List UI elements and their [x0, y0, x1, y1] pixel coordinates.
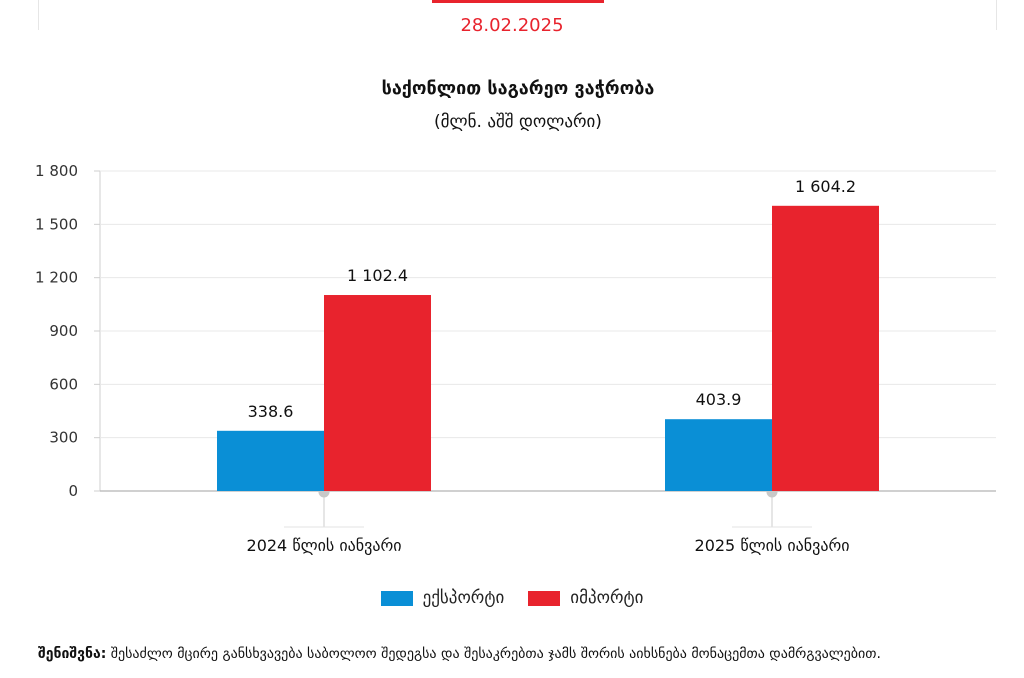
legend-swatch-export [380, 590, 413, 606]
bars [217, 205, 879, 491]
legend-label-import: იმპორტი [570, 588, 644, 608]
data-label: 338.6 [248, 402, 294, 421]
category-label: 2025 წლის იანვარი [695, 536, 850, 555]
footnote-label: შენიშვნა: [38, 646, 107, 662]
y-tick-label: 900 [49, 322, 78, 340]
chart-title: საქონლით საგარეო ვაჭრობა [381, 78, 655, 99]
category-label: 2024 წლის იანვარი [247, 536, 402, 555]
y-tick-label: 1 500 [35, 215, 78, 233]
bar-chart: 0 300 600 900 1 200 1 500 1 800 338.6 1 102.4 40… [35, 162, 996, 555]
y-tick-label: 1 200 [35, 269, 78, 287]
bar [772, 205, 879, 491]
y-tick-label: 1 800 [35, 162, 78, 180]
bar [324, 295, 431, 491]
chart-subtitle: (მლნ. აშშ დოლარი) [434, 112, 602, 132]
category-labels: 2024 წლის იანვარი 2025 წლის იანვარი [247, 536, 850, 555]
y-tick-label: 0 [68, 482, 78, 500]
legend-label-export: ექსპორტი [422, 588, 505, 608]
legend: ექსპორტი იმპორტი [0, 588, 1024, 608]
publication-date: 28.02.2025 [460, 15, 564, 36]
footnote: შენიშვნა: შესაძლო მცირე განსხვავება საბო… [38, 646, 998, 662]
top-right-rule [996, 0, 997, 30]
data-label: 1 604.2 [795, 177, 856, 196]
legend-item-export[interactable]: ექსპორტი [380, 588, 505, 608]
bar [665, 419, 772, 491]
bar [217, 430, 324, 491]
legend-item-import[interactable]: იმპორტი [528, 588, 643, 608]
data-label: 1 102.4 [347, 266, 408, 285]
footnote-text: შესაძლო მცირე განსხვავება საბოლოო შედეგს… [110, 646, 881, 662]
date-accent-bar [432, 0, 604, 3]
data-label: 403.9 [696, 390, 742, 409]
data-labels: 338.6 1 102.4 403.9 1 604.2 [248, 177, 856, 421]
y-tick-label: 300 [49, 429, 78, 447]
top-left-rule [38, 0, 39, 30]
legend-swatch-import [528, 590, 561, 606]
y-axis-ticks: 0 300 600 900 1 200 1 500 1 800 [35, 162, 78, 500]
y-tick-label: 600 [49, 375, 78, 393]
